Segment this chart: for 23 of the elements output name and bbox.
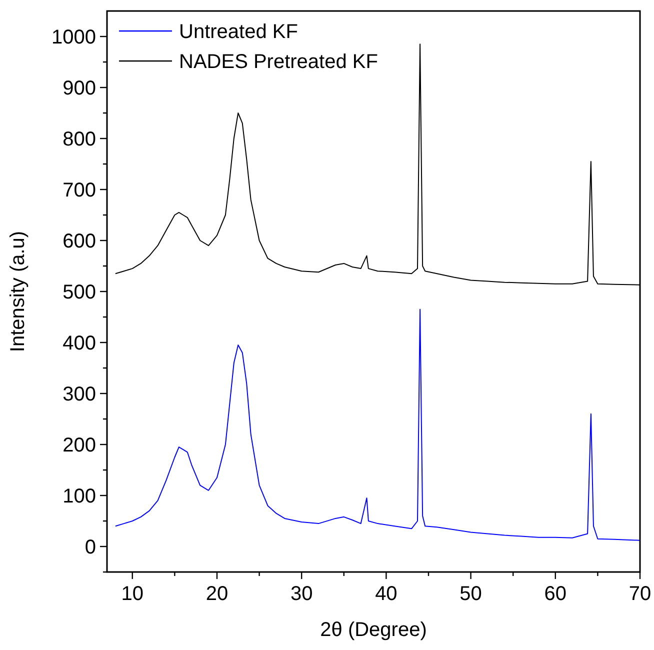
legend-label: NADES Pretreated KF	[179, 51, 378, 73]
x-tick-label: 30	[290, 583, 313, 605]
x-tick-label: 40	[375, 583, 398, 605]
x-tick-label: 50	[460, 583, 482, 605]
x-axis-title: 2θ (Degree)	[320, 619, 427, 641]
y-tick-label: 300	[62, 384, 96, 406]
legend-label: Untreated KF	[179, 21, 298, 43]
line-series	[114, 308, 640, 541]
y-tick-label: 0	[84, 536, 96, 558]
y-tick-label: 1000	[52, 26, 96, 48]
y-tick-label: 800	[62, 128, 96, 150]
x-tick-label: 60	[544, 583, 567, 605]
x-tick-label: 10	[121, 583, 144, 605]
y-tick-label: 900	[62, 78, 96, 100]
x-tick-label: 70	[628, 583, 652, 605]
y-tick-label: 400	[62, 332, 96, 354]
y-tick-label: 600	[62, 230, 96, 252]
y-tick-label: 100	[62, 486, 96, 508]
y-tick-label: 200	[62, 434, 96, 456]
x-tick-label: 20	[206, 583, 228, 605]
y-tick-label: 500	[62, 282, 96, 304]
y-tick-label: 700	[62, 180, 96, 202]
y-axis-title: Intensity (a.u)	[7, 230, 29, 352]
